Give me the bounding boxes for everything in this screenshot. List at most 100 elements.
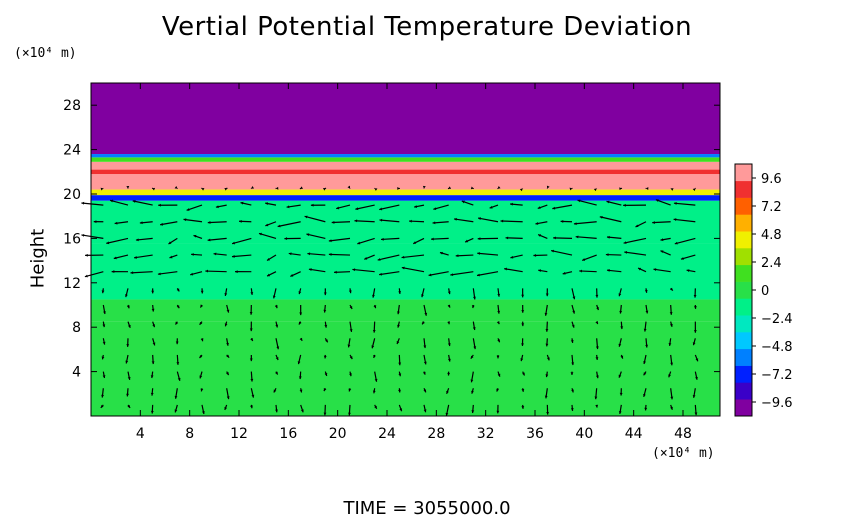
wind-vector-118	[299, 304, 303, 316]
wind-vector-106	[266, 271, 277, 277]
wind-vector-159	[372, 321, 376, 333]
wind-vector-101	[275, 354, 279, 361]
wind-vector-210	[471, 404, 475, 414]
wind-vector-111	[275, 186, 279, 190]
wind-vector-31	[151, 354, 155, 365]
wind-vector-175	[398, 288, 402, 294]
wind-vector-244	[521, 304, 525, 313]
field-band-5	[91, 189, 720, 196]
colorbar: 9.6 7.2 4.8 2.4 0 −2.4 −4.8 −7.2 −9.6	[734, 163, 793, 417]
wind-vector-61	[199, 321, 203, 326]
field-band-4	[91, 195, 720, 201]
wind-vector-215	[472, 321, 476, 331]
wind-vector-227	[496, 354, 500, 359]
wind-vector-42	[174, 404, 178, 413]
wind-vector-55	[174, 185, 178, 190]
wind-vector-92	[234, 270, 252, 274]
wind-vector-152	[336, 204, 351, 210]
wind-vector-296	[618, 371, 622, 378]
colorbar-segment	[735, 248, 752, 266]
wind-vector-218	[450, 271, 474, 277]
wind-vector-142	[349, 371, 352, 377]
wind-vector-151	[331, 220, 351, 224]
wind-vector-320	[623, 203, 647, 207]
wind-vector-122	[284, 237, 301, 241]
wind-vector-12	[81, 201, 104, 206]
wind-vector-30	[150, 371, 154, 379]
wind-vector-28	[150, 404, 154, 414]
wind-vector-236	[489, 204, 499, 209]
wind-vector-174	[397, 304, 400, 315]
wind-vector-326	[668, 338, 672, 346]
wind-vector-4	[102, 338, 106, 345]
wind-vector-308	[644, 404, 648, 411]
wind-vector-120	[290, 271, 301, 277]
wind-vector-206	[430, 237, 449, 241]
wind-vector-46	[175, 338, 179, 345]
x-ticks: 4 8 12 16 20 24 28 32 36 40 44 48	[136, 83, 692, 442]
wind-vector-20	[126, 304, 130, 309]
wind-vector-184	[422, 371, 426, 375]
wind-vector-246	[504, 267, 523, 273]
wind-vector-335	[670, 187, 674, 191]
wind-vector-203	[447, 288, 451, 295]
wind-vector-167	[374, 187, 378, 191]
wind-vector-3	[101, 354, 105, 360]
wind-vector-307	[619, 187, 623, 191]
wind-vector-155	[372, 388, 376, 394]
wind-vector-29	[150, 388, 154, 396]
wind-vector-8	[84, 271, 104, 278]
wind-vector-242	[521, 338, 524, 347]
wind-vector-54	[158, 203, 178, 207]
wind-vector-247	[510, 254, 523, 259]
colorbar-tick-label: 9.6	[761, 172, 782, 187]
field-band-8	[91, 161, 720, 170]
y-unit-label: (×10⁴ m)	[14, 46, 77, 61]
wind-vector-193	[409, 219, 425, 223]
wind-vector-339	[694, 354, 699, 362]
wind-vector-43	[174, 388, 178, 399]
wind-vector-53	[160, 221, 178, 226]
wind-vector-240	[522, 371, 526, 376]
wind-vector-266	[570, 404, 574, 411]
wind-vector-108	[258, 232, 277, 239]
wind-vector-239	[521, 388, 525, 392]
time-label: TIME = 3055000.0	[343, 498, 511, 519]
wind-vector-194	[414, 204, 425, 208]
wind-vector-235	[477, 217, 499, 223]
wind-vector-319	[635, 221, 647, 228]
wind-vector-105	[272, 288, 277, 299]
wind-vector-56	[201, 404, 205, 415]
wind-vector-317	[624, 250, 647, 256]
x-tick-label: 20	[329, 426, 347, 442]
wind-vector-76	[226, 304, 230, 313]
wind-vector-156	[374, 371, 378, 382]
wind-vector-314	[645, 304, 649, 314]
y-tick-label: 20	[63, 187, 81, 203]
wind-vector-322	[670, 404, 673, 410]
wind-vector-275	[550, 249, 573, 256]
wind-vector-134	[308, 268, 326, 273]
wind-vector-77	[224, 288, 228, 297]
wind-vector-336	[694, 404, 698, 416]
colorbar-tick-label: 4.8	[761, 228, 782, 243]
wind-vector-186	[423, 338, 427, 349]
colorbar-segment	[735, 231, 752, 249]
wind-vector-310	[643, 371, 647, 376]
wind-vector-222	[461, 200, 474, 206]
wind-vector-213	[470, 354, 474, 359]
wind-vector-104	[274, 304, 278, 309]
wind-vector-123	[277, 221, 301, 228]
wind-vector-1	[101, 388, 104, 398]
wind-vector-294	[618, 404, 622, 415]
wind-vector-345	[680, 254, 696, 260]
wind-vector-188	[423, 304, 428, 316]
wind-vector-214	[472, 338, 477, 350]
wind-vector-303	[605, 253, 622, 257]
wind-vector-16	[127, 371, 131, 380]
wind-vector-60	[200, 338, 204, 342]
wind-vector-23	[113, 254, 129, 260]
wind-vector-102	[275, 338, 280, 350]
wind-vector-260	[538, 269, 548, 273]
